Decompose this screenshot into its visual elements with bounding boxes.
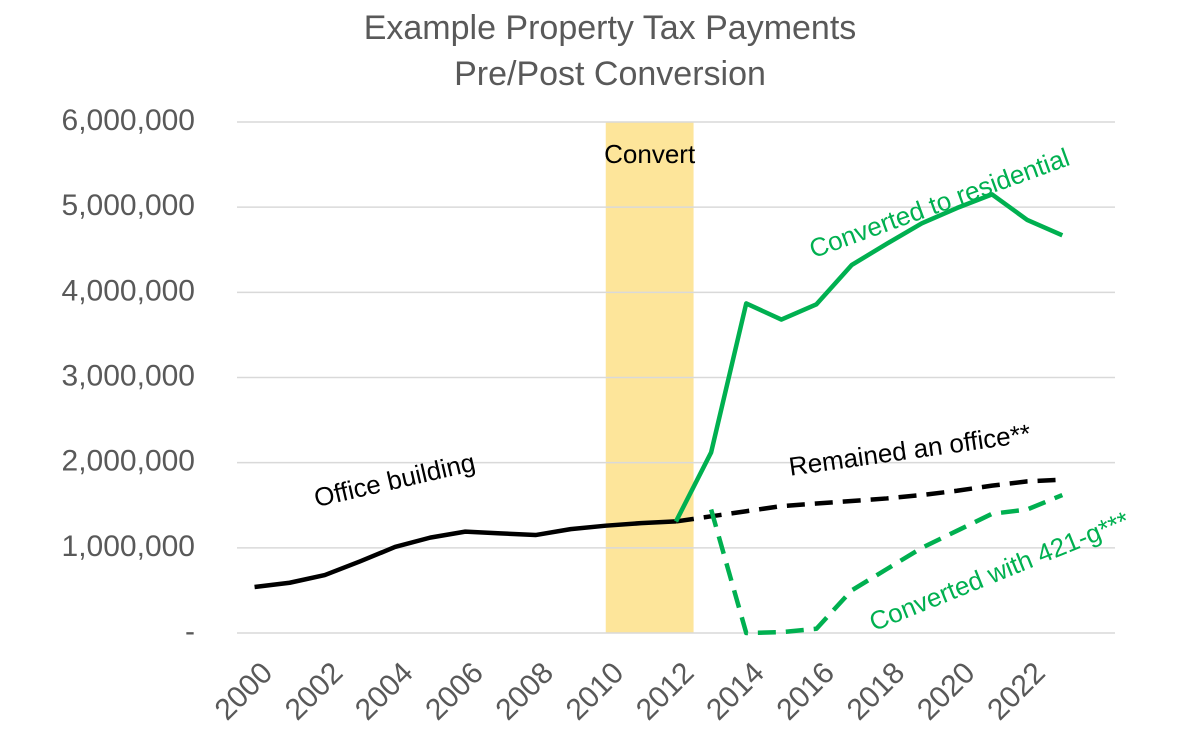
y-tick-label: 3,000,000 [62, 359, 195, 392]
x-tick-label: 2002 [279, 656, 350, 727]
chart-title: Pre/Post Conversion [454, 55, 766, 93]
y-tick-label: 1,000,000 [62, 530, 195, 563]
chart-title: Example Property Tax Payments [364, 9, 857, 47]
x-tick-label: 2004 [349, 656, 420, 727]
y-tick-label: - [185, 615, 195, 648]
x-tick-label: 2012 [630, 656, 701, 727]
series-label: Remained an office** [787, 418, 1033, 482]
series-label: Converted to residential [805, 142, 1073, 264]
series-label: Office building [311, 447, 478, 513]
x-tick-label: 2000 [209, 656, 280, 727]
y-tick-label: 6,000,000 [62, 104, 195, 137]
series-label: Converted with 421-g*** [865, 505, 1134, 637]
region-label: Convert [604, 139, 696, 169]
x-tick-label: 2006 [419, 656, 490, 727]
series-line [673, 192, 1064, 523]
x-tick-label: 2022 [981, 656, 1052, 727]
x-tick-label: 2016 [770, 656, 841, 727]
x-tick-label: 2018 [841, 656, 912, 727]
x-tick-label: 2008 [490, 656, 561, 727]
x-tick-label: 2010 [560, 656, 631, 727]
x-tick-label: 2014 [700, 656, 771, 727]
series-line [675, 477, 1063, 524]
y-tick-label: 2,000,000 [62, 445, 195, 478]
y-tick-label: 4,000,000 [62, 274, 195, 307]
y-tick-label: 5,000,000 [62, 189, 195, 222]
x-tick-label: 2020 [911, 656, 982, 727]
series-line [254, 519, 677, 590]
series-line [708, 492, 1064, 636]
